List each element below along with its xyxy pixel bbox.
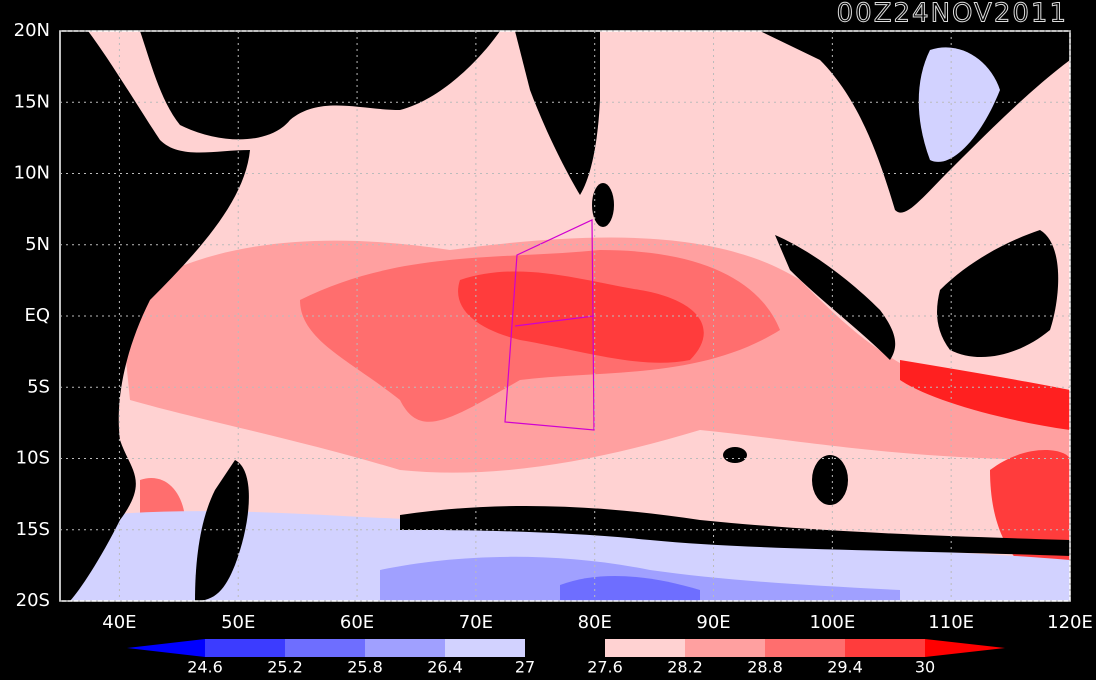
region-box — [504, 219, 595, 431]
cool-region — [60, 511, 1070, 601]
cooler-region — [560, 575, 700, 601]
lon-tick-label: 40E — [102, 612, 136, 633]
lon-tick-label: 50E — [221, 612, 255, 633]
land-mask — [812, 455, 848, 505]
colorbar-arrow — [127, 639, 205, 657]
lat-tick-label: 15S — [16, 519, 50, 540]
madagascar — [195, 460, 249, 601]
lon-tick-label: 90E — [696, 612, 730, 633]
lat-tick-label: 20N — [14, 20, 50, 41]
lat-tick-label: 10S — [16, 448, 50, 469]
lat-tick-label: 5S — [27, 376, 50, 397]
arabia — [140, 31, 500, 140]
colorbar-label: 28.2 — [667, 658, 703, 677]
sumatra — [775, 235, 896, 360]
colorbar-segment — [845, 639, 925, 657]
india — [515, 31, 600, 195]
land-mask — [723, 447, 747, 463]
colorbar-segment — [525, 639, 605, 657]
sst-27-band — [400, 505, 1070, 556]
lat-tick-label: 20S — [16, 590, 50, 611]
lat-tick-label: 5N — [25, 234, 50, 255]
warmest-region — [900, 360, 1070, 430]
colorbar-segment — [605, 639, 685, 657]
colorbar-arrow — [925, 639, 1005, 657]
lon-tick-label: 70E — [459, 612, 493, 633]
sst-field — [60, 31, 1070, 601]
colorbar-label: 26.4 — [427, 658, 463, 677]
colorbar-label: 29.4 — [827, 658, 863, 677]
colorbar-segment — [365, 639, 445, 657]
lon-tick-label: 110E — [928, 612, 974, 633]
colorbar-label: 30 — [915, 658, 935, 677]
colorbar-segment — [445, 639, 525, 657]
lat-tick-label: 15N — [14, 91, 50, 112]
sri-lanka — [592, 183, 614, 227]
cool-region — [918, 47, 1000, 162]
lon-tick-label: 100E — [809, 612, 855, 633]
colorbar-segment — [765, 639, 845, 657]
colorbar-label: 25.2 — [267, 658, 303, 677]
colorbar-label: 27 — [515, 658, 535, 677]
lon-tick-label: 120E — [1047, 612, 1093, 633]
map-title: 00Z24NOV2011 — [837, 0, 1068, 29]
colorbar-label: 24.6 — [187, 658, 223, 677]
africa — [60, 31, 250, 601]
borneo — [937, 230, 1059, 358]
lon-tick-label: 60E — [340, 612, 374, 633]
colorbar-label: 27.6 — [587, 658, 623, 677]
lat-tick-label: EQ — [24, 305, 50, 326]
lat-tick-label: 10N — [14, 163, 50, 184]
colorbar-segment — [205, 639, 285, 657]
colorbar-label: 28.8 — [747, 658, 783, 677]
lon-tick-label: 80E — [578, 612, 612, 633]
colorbar-label: 25.8 — [347, 658, 383, 677]
colorbar-segment — [285, 639, 365, 657]
colorbar-segment — [685, 639, 765, 657]
